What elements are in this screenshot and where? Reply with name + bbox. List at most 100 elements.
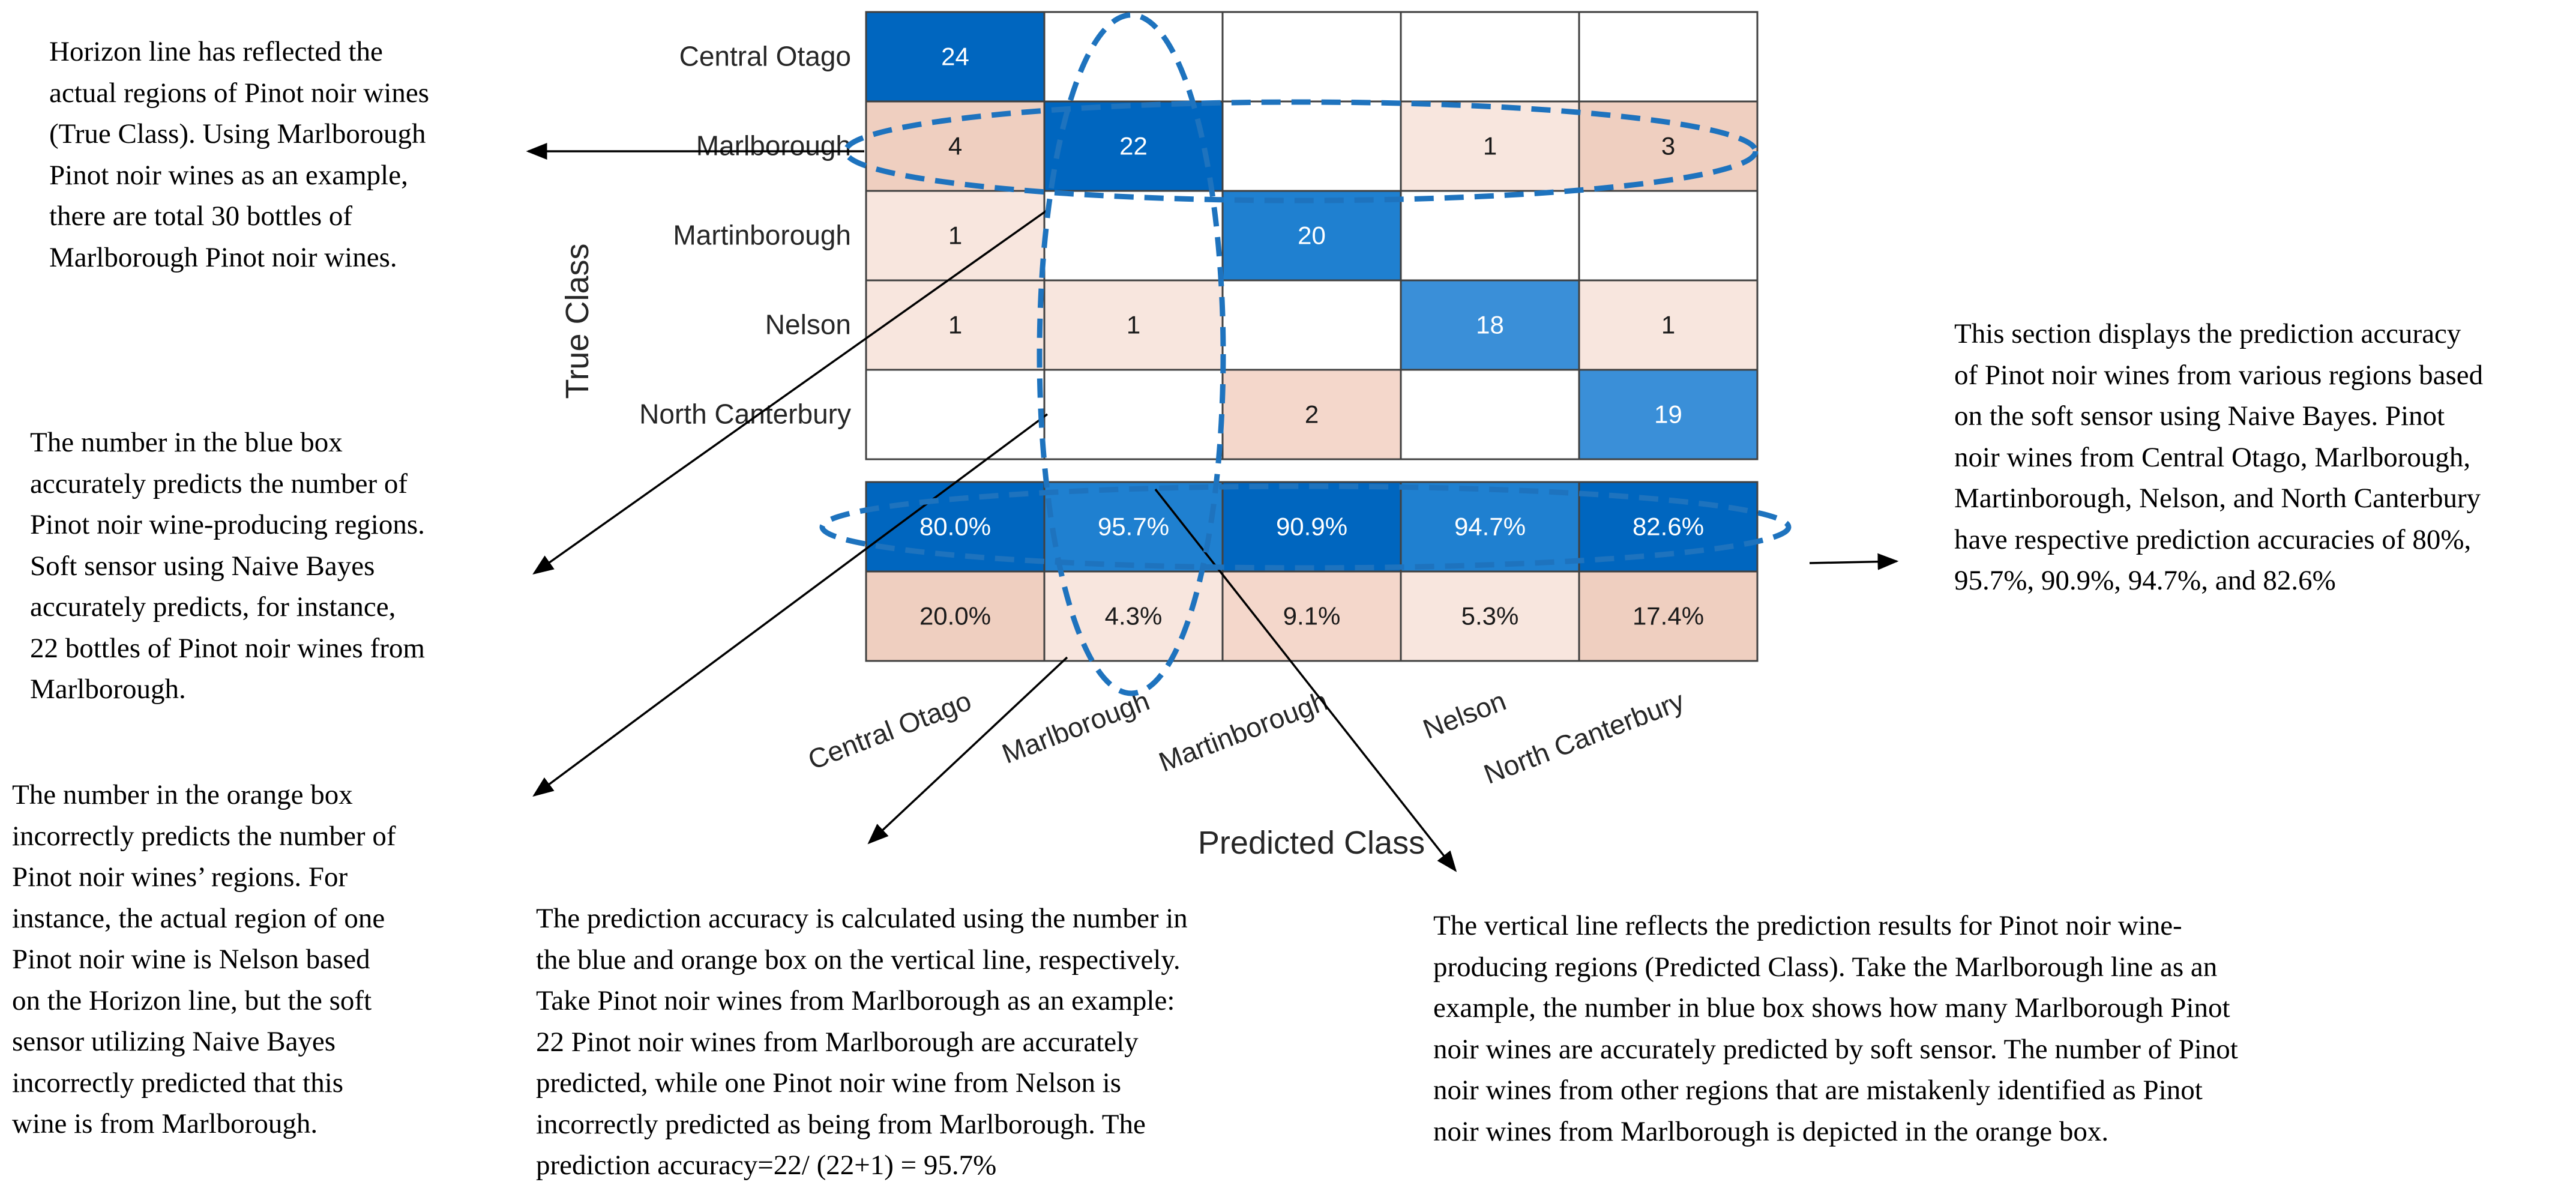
cell-value-north-canterbury-to-martinborough: 2: [1305, 400, 1319, 429]
vertical-line-6: noir wines from Marlborough is depicted …: [1433, 1115, 2109, 1147]
horizon-line-2: actual regions of Pinot noir wines: [49, 77, 430, 109]
orange-box-line-8: incorrectly predicted that this: [12, 1067, 344, 1099]
blue-box-line-6: 22 bottles of Pinot noir wines from: [30, 632, 425, 664]
accuracy-row-highlight: [819, 483, 1792, 571]
accuracy-value-marlborough: 95.7%: [1098, 513, 1169, 541]
orange-box-line-9: wine is from Marlborough.: [12, 1108, 318, 1139]
accuracy-calc-line-5: predicted, while one Pinot noir wine fro…: [536, 1067, 1122, 1099]
orange-box-line-7: sensor utilizing Naive Bayes: [12, 1026, 336, 1057]
row-label-central-otago: Central Otago: [679, 41, 851, 72]
horizon-line-5: there are total 30 bottles of: [49, 201, 353, 232]
cell-north-canterbury-to-nelson: [1400, 369, 1580, 460]
blue-box-line-1: The number in the blue box: [30, 427, 343, 458]
cell-marlborough-to-marlborough: [1043, 100, 1224, 192]
row-label-marlborough: Marlborough: [696, 130, 851, 161]
error-cell-nelson: [1400, 570, 1580, 662]
arrow-to-section-note: [1809, 553, 1899, 570]
error-value-nelson: 5.3%: [1461, 602, 1519, 630]
orange-box-line-1: The number in the orange box: [12, 779, 353, 810]
arrow-to-orange-box-note: [532, 413, 1049, 797]
cell-martinborough-to-central-otago: [865, 190, 1046, 282]
col-label-central-otago: Central Otago: [804, 685, 975, 776]
cell-central-otago-to-marlborough: [1043, 11, 1224, 103]
cell-value-nelson-to-central-otago: 1: [948, 311, 962, 339]
vertical-line-1: The vertical line reflects the predictio…: [1433, 910, 2182, 941]
note-accuracy-calc: The prediction accuracy is calculated us…: [536, 898, 1298, 1186]
vertical-line-2: producing regions (Predicted Class). Tak…: [1433, 951, 2218, 983]
blue-box-line-4: Soft sensor using Naive Bayes: [30, 550, 375, 582]
error-value-martinborough: 9.1%: [1283, 602, 1341, 630]
cell-north-canterbury-to-central-otago: [865, 369, 1046, 460]
section-line-2: of Pinot noir wines from various regions…: [1954, 359, 2484, 391]
x-axis-title: Predicted Class: [1198, 825, 1425, 861]
row-label-martinborough: Martinborough: [673, 220, 851, 251]
horizon-line-highlight: [843, 99, 1759, 204]
accuracy-value-martinborough: 90.9%: [1276, 513, 1347, 541]
horizon-line-4: Pinot noir wines as an example,: [49, 159, 408, 191]
cell-value-nelson-to-nelson: 18: [1476, 311, 1504, 339]
note-orange-box: The number in the orange box incorrectly …: [12, 774, 457, 1145]
vertical-line-5: noir wines from other regions that are m…: [1433, 1075, 2203, 1106]
error-value-marlborough: 4.3%: [1105, 602, 1163, 630]
arrow-to-vertical-note: [1154, 488, 1457, 872]
error-cell-north-canterbury: [1578, 570, 1759, 662]
cell-value-nelson-to-north-canterbury: 1: [1661, 311, 1675, 339]
cell-value-marlborough-to-north-canterbury: 3: [1661, 132, 1675, 160]
cell-martinborough-to-nelson: [1400, 190, 1580, 282]
col-label-marlborough: Marlborough: [998, 685, 1154, 770]
accuracy-value-north-canterbury: 82.6%: [1633, 513, 1704, 541]
horizon-line-3: (True Class). Using Marlborough: [49, 118, 426, 149]
arrow-to-accuracy-note: [867, 656, 1068, 845]
orange-box-line-4: instance, the actual region of one: [12, 902, 385, 934]
blue-box-line-7: Marlborough.: [30, 674, 186, 705]
cell-martinborough-to-marlborough: [1043, 190, 1224, 282]
col-label-nelson: Nelson: [1419, 685, 1510, 745]
blue-box-line-3: Pinot noir wine-producing regions.: [30, 509, 425, 540]
cell-north-canterbury-to-marlborough: [1043, 369, 1224, 460]
cell-nelson-to-north-canterbury: [1578, 279, 1759, 371]
accuracy-calc-line-1: The prediction accuracy is calculated us…: [536, 903, 1188, 934]
orange-box-line-2: incorrectly predicts the number of: [12, 820, 396, 852]
horizon-line-1: Horizon line has reflected the: [49, 36, 383, 67]
arrow-to-blue-box-note: [532, 209, 1049, 575]
vertical-line-4: noir wines are accurately predicted by s…: [1433, 1033, 2238, 1065]
accuracy-value-central-otago: 80.0%: [919, 513, 991, 541]
vertical-line-3: example, the number in blue box shows ho…: [1433, 992, 2230, 1024]
error-value-north-canterbury: 17.4%: [1633, 602, 1704, 630]
blue-box-line-2: accurately predicts the number of: [30, 468, 408, 499]
accuracy-value-nelson: 94.7%: [1454, 513, 1526, 541]
orange-box-line-5: Pinot noir wine is Nelson based: [12, 944, 370, 975]
orange-box-line-6: on the Horizon line, but the soft: [12, 984, 372, 1016]
col-label-martinborough: Martinborough: [1155, 685, 1332, 778]
accuracy-cell-marlborough: [1043, 481, 1224, 573]
blue-box-line-5: accurately predicts, for instance,: [30, 591, 396, 623]
section-line-4: noir wines from Central Otago, Marlborou…: [1954, 441, 2471, 473]
section-line-7: 95.7%, 90.9%, 94.7%, and 82.6%: [1954, 565, 2336, 596]
note-blue-box: The number in the blue box accurately pre…: [30, 422, 490, 710]
row-label-nelson: Nelson: [765, 309, 851, 340]
cell-central-otago-to-nelson: [1400, 11, 1580, 103]
note-horizon-line: Horizon line has reflected the actual reg…: [49, 31, 495, 278]
cell-central-otago-to-north-canterbury: [1578, 11, 1759, 103]
cell-value-marlborough-to-marlborough: 22: [1119, 132, 1148, 160]
y-axis-title: True Class: [559, 243, 595, 399]
note-section-accuracy: This section displays the prediction acc…: [1954, 313, 2563, 602]
cell-north-canterbury-to-north-canterbury: [1578, 369, 1759, 460]
cell-value-north-canterbury-to-north-canterbury: 19: [1654, 400, 1682, 429]
error-cell-central-otago: [865, 570, 1046, 662]
horizon-line-6: Marlborough Pinot noir wines.: [49, 241, 397, 273]
cell-nelson-to-marlborough: [1043, 279, 1224, 371]
accuracy-calc-line-3: Take Pinot noir wines from Marlborough a…: [536, 985, 1175, 1016]
cell-nelson-to-martinborough: [1221, 279, 1402, 371]
cell-value-martinborough-to-central-otago: 1: [948, 222, 962, 250]
accuracy-calc-line-7: prediction accuracy=22/ (22+1) = 95.7%: [536, 1150, 997, 1181]
vertical-line-highlight: [1037, 12, 1226, 696]
col-label-north-canterbury: North Canterbury: [1479, 685, 1688, 790]
error-value-central-otago: 20.0%: [919, 602, 991, 630]
cell-value-marlborough-to-nelson: 1: [1483, 132, 1497, 160]
accuracy-calc-line-4: 22 Pinot noir wines from Marlborough are…: [536, 1026, 1139, 1058]
section-line-3: on the soft sensor using Naive Bayes. Pi…: [1954, 400, 2445, 432]
accuracy-cell-martinborough: [1221, 481, 1402, 573]
section-line-5: Martinborough, Nelson, and North Canterb…: [1954, 483, 2481, 514]
